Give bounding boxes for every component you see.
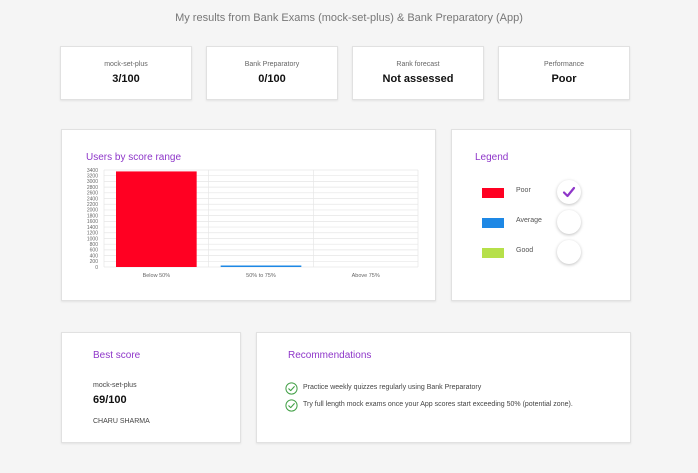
y-tick-label: 0 bbox=[95, 265, 98, 271]
stat-card-bank-preparatory: Bank Preparatory 0/100 bbox=[206, 46, 338, 100]
y-tick-label: 3200 bbox=[87, 174, 98, 180]
chart-title: Users by score range bbox=[86, 152, 182, 163]
legend-item-good: Good bbox=[482, 240, 622, 266]
y-tick-label: 3000 bbox=[87, 179, 98, 185]
recommendations-card: Recommendations Practice weekly quizzes … bbox=[256, 332, 631, 443]
y-tick-label: 2400 bbox=[87, 196, 98, 202]
y-tick-label: 1200 bbox=[87, 231, 98, 237]
y-tick-label: 600 bbox=[90, 248, 99, 254]
legend-label: Average bbox=[516, 217, 542, 224]
legend-item-poor: Poor bbox=[482, 180, 622, 206]
y-tick-label: 2200 bbox=[87, 202, 98, 208]
legend-swatch bbox=[482, 248, 504, 258]
stat-label: mock-set-plus bbox=[104, 61, 148, 68]
legend-toggle-good[interactable] bbox=[557, 240, 581, 264]
legend-label: Poor bbox=[516, 187, 531, 194]
stat-value: 3/100 bbox=[112, 73, 140, 85]
y-tick-label: 1000 bbox=[87, 236, 98, 242]
legend-toggle-average[interactable] bbox=[557, 210, 581, 234]
recommendation-text: Practice weekly quizzes regularly using … bbox=[303, 384, 482, 391]
bar-below-50- bbox=[116, 171, 197, 267]
stat-value: 0/100 bbox=[258, 73, 286, 85]
y-tick-label: 1400 bbox=[87, 225, 98, 231]
y-tick-label: 800 bbox=[90, 242, 99, 248]
stat-label: Bank Preparatory bbox=[244, 61, 300, 68]
y-tick-label: 400 bbox=[90, 253, 99, 259]
chart-card: Users by score range 0 200 400 600 800 1000 12… bbox=[61, 129, 436, 301]
y-tick-label: 200 bbox=[90, 259, 99, 265]
legend-card: Legend Poor Average Good bbox=[451, 129, 631, 301]
page-title: My results from Bank Exams (mock-set-plu… bbox=[175, 12, 523, 24]
best-score-source: mock-set-plus bbox=[93, 382, 137, 389]
y-tick-label: 3400 bbox=[87, 168, 98, 174]
best-score-card: Best score mock-set-plus 69/100 CHARU SH… bbox=[61, 332, 241, 443]
stat-card-performance: Performance Poor bbox=[498, 46, 630, 100]
y-tick-label: 2000 bbox=[87, 208, 98, 214]
best-score-value: 69/100 bbox=[93, 394, 127, 406]
legend-toggle-poor[interactable] bbox=[557, 180, 581, 204]
legend-swatch bbox=[482, 188, 504, 198]
recommendation-item: Try full length mock exams once your App… bbox=[285, 399, 625, 413]
stat-card-rank-forecast: Rank forecast Not assessed bbox=[352, 46, 484, 100]
check-circle-icon bbox=[285, 382, 298, 395]
checkmark-icon bbox=[562, 186, 576, 198]
x-tick-label: Above 75% bbox=[352, 273, 380, 279]
y-tick-label: 2600 bbox=[87, 191, 98, 197]
y-tick-label: 2800 bbox=[87, 185, 98, 191]
stat-value: Not assessed bbox=[382, 73, 454, 85]
user-name: CHARU SHARMA bbox=[93, 418, 150, 425]
stat-card-mock-set: mock-set-plus 3/100 bbox=[60, 46, 192, 100]
legend-swatch bbox=[482, 218, 504, 228]
y-tick-label: 1600 bbox=[87, 219, 98, 225]
score-range-chart: 0200400600800100012001400160018002000220… bbox=[87, 168, 419, 279]
legend-item-average: Average bbox=[482, 210, 622, 236]
recommendations-title: Recommendations bbox=[288, 350, 372, 361]
bar-50-to-75- bbox=[220, 265, 302, 267]
legend-title: Legend bbox=[475, 152, 509, 163]
stat-label: Rank forecast bbox=[396, 61, 440, 68]
recommendation-item: Practice weekly quizzes regularly using … bbox=[285, 382, 625, 396]
stat-label: Performance bbox=[543, 61, 585, 68]
recommendation-text: Try full length mock exams once your App… bbox=[303, 401, 573, 408]
best-score-title: Best score bbox=[93, 350, 141, 361]
check-circle-icon bbox=[285, 399, 298, 412]
stat-value: Poor bbox=[551, 73, 577, 85]
x-tick-label: Below 50% bbox=[143, 273, 171, 279]
legend-label: Good bbox=[516, 247, 534, 254]
x-tick-label: 50% to 75% bbox=[246, 273, 276, 279]
y-tick-label: 1800 bbox=[87, 213, 98, 219]
